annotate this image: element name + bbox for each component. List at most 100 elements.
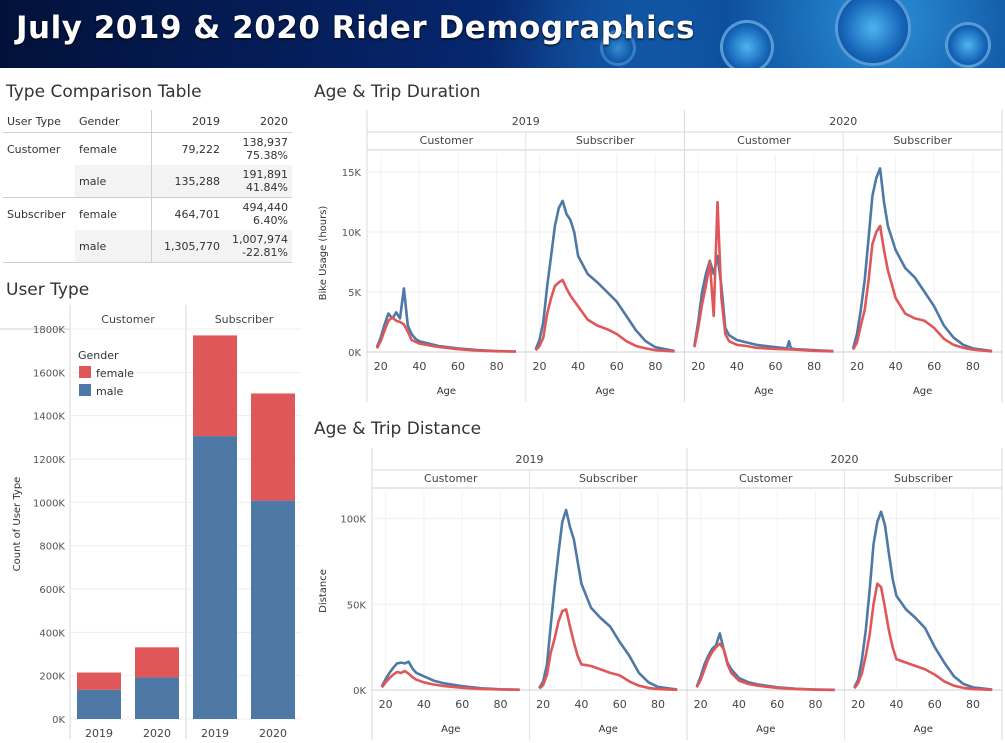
bar-female bbox=[193, 335, 237, 437]
legend-title: Gender bbox=[78, 349, 119, 362]
table-row: Customer female 79,222 138,937 75.38% bbox=[3, 132, 292, 166]
legend-label: female bbox=[96, 367, 134, 380]
value-2020-cell: 1,007,974 -22.81% bbox=[224, 230, 292, 263]
x-tick-label: 40 bbox=[732, 698, 746, 711]
x-tick-label: 60 bbox=[613, 698, 627, 711]
value-2020-cell: 138,937 75.38% bbox=[224, 133, 292, 166]
percent-change: -22.81% bbox=[242, 246, 288, 259]
x-tick-label: 60 bbox=[927, 360, 941, 373]
x-tick-label: 60 bbox=[610, 360, 624, 373]
legend-swatch-female bbox=[79, 366, 91, 378]
x-tick-label: 80 bbox=[490, 360, 504, 373]
duration-chart-title: Age & Trip Duration bbox=[314, 82, 481, 102]
x-tick-label: 20 bbox=[379, 698, 393, 711]
y-tick-label: 50K bbox=[347, 600, 367, 611]
y-tick-label: 600K bbox=[39, 585, 65, 596]
y-tick-label: 0K bbox=[348, 348, 361, 359]
x-tick-label: 60 bbox=[451, 360, 465, 373]
y-tick-label: 1600K bbox=[33, 368, 65, 379]
gender-cell: male bbox=[75, 165, 152, 198]
series-line-male bbox=[853, 510, 993, 691]
header-user-type: User Type bbox=[3, 110, 75, 133]
x-tick-label: 80 bbox=[966, 698, 980, 711]
table-header-row: User Type Gender 2019 2020 bbox=[3, 110, 292, 133]
user-type-cell bbox=[3, 230, 75, 263]
series-line-female bbox=[375, 315, 516, 353]
bar-male bbox=[135, 677, 179, 719]
value-2020: 138,937 bbox=[242, 136, 289, 149]
percent-change: 41.84% bbox=[246, 181, 288, 194]
y-tick-label: 400K bbox=[39, 628, 65, 639]
x-tick-label: 20 bbox=[374, 360, 388, 373]
series-line-female bbox=[380, 669, 520, 692]
bar-female bbox=[135, 647, 179, 678]
series-line-male bbox=[538, 508, 678, 691]
gender-cell: female bbox=[75, 197, 152, 230]
user-type-cell: Subscriber bbox=[7, 207, 66, 221]
x-tick-label: 40 bbox=[412, 360, 426, 373]
x-axis-label: Age bbox=[914, 724, 933, 735]
bar-male bbox=[77, 689, 121, 719]
x-tick-label: 80 bbox=[648, 360, 662, 373]
value-2020: 191,891 bbox=[242, 168, 289, 181]
bar-male bbox=[193, 436, 237, 719]
bar-male bbox=[251, 500, 295, 719]
panel-header: Customer bbox=[737, 134, 791, 147]
legend-label: male bbox=[96, 385, 124, 398]
x-axis-label: Age bbox=[437, 386, 456, 397]
y-tick-label: 5K bbox=[348, 288, 361, 299]
x-tick-label: 20 bbox=[532, 360, 546, 373]
value-2020-cell: 494,440 6.40% bbox=[224, 198, 292, 231]
table-row: male 1,305,770 1,007,974 -22.81% bbox=[3, 230, 292, 263]
legend-swatch-male bbox=[79, 384, 91, 396]
x-tick-label: 80 bbox=[651, 698, 665, 711]
x-tick-label: 20 bbox=[851, 698, 865, 711]
x-tick-label: 20 bbox=[850, 360, 864, 373]
y-tick-label: 800K bbox=[39, 542, 65, 553]
value-2020-cell: 191,891 41.84% bbox=[224, 165, 292, 198]
user-type-title: User Type bbox=[6, 280, 90, 300]
panel-header: Subscriber bbox=[579, 472, 638, 485]
series-line-female bbox=[538, 608, 678, 692]
x-tick-label: 2020 bbox=[143, 727, 171, 740]
series-line-male bbox=[693, 254, 834, 353]
gender-cell: female bbox=[75, 132, 152, 165]
x-tick-label: 2019 bbox=[201, 727, 229, 740]
value-2019-cell: 135,288 bbox=[151, 165, 224, 198]
y-axis-label: Distance bbox=[318, 569, 329, 613]
table-row: Subscriber female 464,701 494,440 6.40% bbox=[3, 197, 292, 231]
x-tick-label: 40 bbox=[730, 360, 744, 373]
x-tick-label: 60 bbox=[770, 698, 784, 711]
comparison-table: User Type Gender 2019 2020 Customer fema… bbox=[3, 110, 292, 263]
table-title: Type Comparison Table bbox=[6, 82, 202, 102]
virus-graphic bbox=[600, 30, 636, 66]
series-line-female bbox=[853, 582, 993, 692]
x-tick-label: 40 bbox=[889, 360, 903, 373]
y-tick-label: 15K bbox=[342, 168, 362, 179]
series-line-female bbox=[693, 200, 834, 353]
value-2020: 1,007,974 bbox=[232, 233, 288, 246]
x-axis-label: Age bbox=[754, 386, 773, 397]
x-axis-label: Age bbox=[595, 386, 614, 397]
panel-header: Customer bbox=[739, 472, 793, 485]
header-banner: July 2019 & 2020 Rider Demographics bbox=[0, 0, 1005, 68]
y-axis-label: Count of User Type bbox=[12, 477, 23, 572]
x-tick-label: 40 bbox=[571, 360, 585, 373]
y-tick-label: 1400K bbox=[33, 412, 65, 423]
x-axis-label: Age bbox=[913, 386, 932, 397]
virus-graphic bbox=[835, 0, 911, 66]
value-2019-cell: 79,222 bbox=[181, 142, 221, 156]
panel-header: Subscriber bbox=[576, 134, 635, 147]
x-axis-label: Age bbox=[756, 724, 775, 735]
x-tick-label: 80 bbox=[809, 698, 823, 711]
x-tick-label: 80 bbox=[966, 360, 980, 373]
value-2019-cell: 464,701 bbox=[174, 207, 221, 221]
table-row: male 135,288 191,891 41.84% bbox=[3, 165, 292, 198]
x-tick-label: 80 bbox=[807, 360, 821, 373]
series-line-female bbox=[534, 278, 675, 353]
series-line-male bbox=[695, 632, 835, 692]
x-tick-label: 2020 bbox=[259, 727, 287, 740]
y-tick-label: 100K bbox=[340, 515, 366, 526]
